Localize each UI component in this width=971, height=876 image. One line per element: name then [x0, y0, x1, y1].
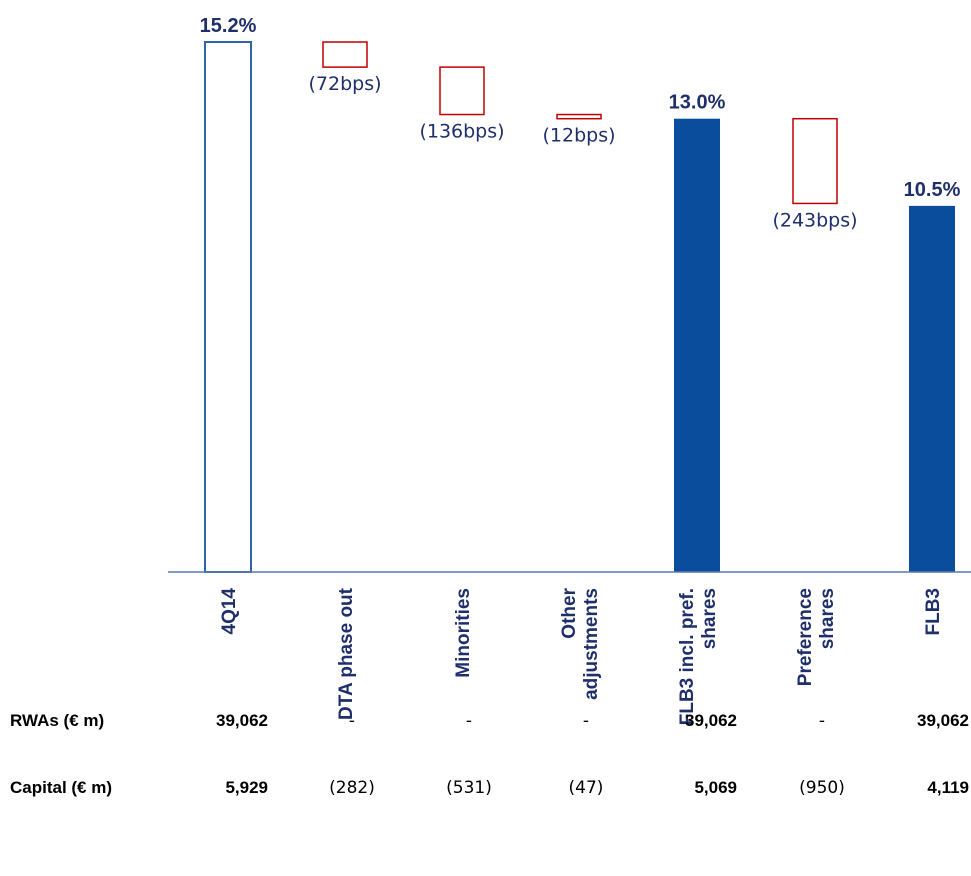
- table-row-label-0: RWAs (€ m): [10, 711, 104, 730]
- delta-bar-5: [792, 117, 838, 205]
- bar-0: [204, 41, 252, 573]
- delta-bar-2: [439, 66, 485, 116]
- chart-marks: 15.2% (72bps) (136bps) (12bps) 13.0% (243bps)…: [200, 15, 961, 573]
- table-cell-1-0: 5,929: [225, 778, 268, 797]
- table-cell-0-0: 39,062: [216, 711, 268, 730]
- table-cell-0-3: -: [583, 711, 589, 731]
- data-label-0: 15.2%: [200, 15, 257, 37]
- category-label-5: Preferenceshares: [795, 588, 838, 686]
- delta-label-2: (136bps): [419, 121, 504, 143]
- bar-6: [909, 205, 955, 572]
- delta-label-5: (243bps): [772, 209, 857, 231]
- table-cell-1-4: 5,069: [694, 778, 737, 797]
- category-label-0: 4Q14: [219, 588, 240, 635]
- table-cell-1-1: (282): [329, 778, 375, 798]
- category-label-3: Otheradjustments: [559, 587, 602, 700]
- table-cell-1-2: (531): [446, 778, 492, 798]
- category-label-1: DTA phase out: [336, 587, 357, 720]
- category-label-4: FLB3 incl. pref.shares: [677, 588, 720, 725]
- data-label-6: 10.5%: [904, 179, 961, 201]
- table-cell-0-2: -: [466, 711, 472, 731]
- data-label-4: 13.0%: [669, 92, 726, 114]
- table-cell-1-3: (47): [569, 778, 604, 798]
- table-cell-1-5: (950): [799, 778, 845, 798]
- category-labels: 4Q14 DTA phase out Minorities Otheradjustme…: [219, 587, 944, 725]
- category-label-6: FLB3: [923, 588, 944, 636]
- delta-label-1: (72bps): [308, 73, 381, 95]
- delta-label-3: (12bps): [542, 125, 615, 147]
- table-cell-0-1: -: [349, 711, 355, 731]
- data-table: RWAs (€ m) 39,062 - - - 39,062 - 39,062 Capital …: [10, 711, 969, 798]
- table-cell-1-6: 4,119: [927, 778, 969, 797]
- table-cell-0-4: 39,062: [685, 711, 737, 730]
- category-label-2: Minorities: [453, 588, 474, 678]
- table-cell-0-6: 39,062: [917, 711, 969, 730]
- delta-bar-1: [322, 41, 368, 68]
- table-cell-0-5: -: [819, 711, 825, 731]
- delta-bar-3: [556, 113, 602, 120]
- bar-4: [674, 118, 720, 573]
- table-row-label-1: Capital (€ m): [10, 778, 112, 797]
